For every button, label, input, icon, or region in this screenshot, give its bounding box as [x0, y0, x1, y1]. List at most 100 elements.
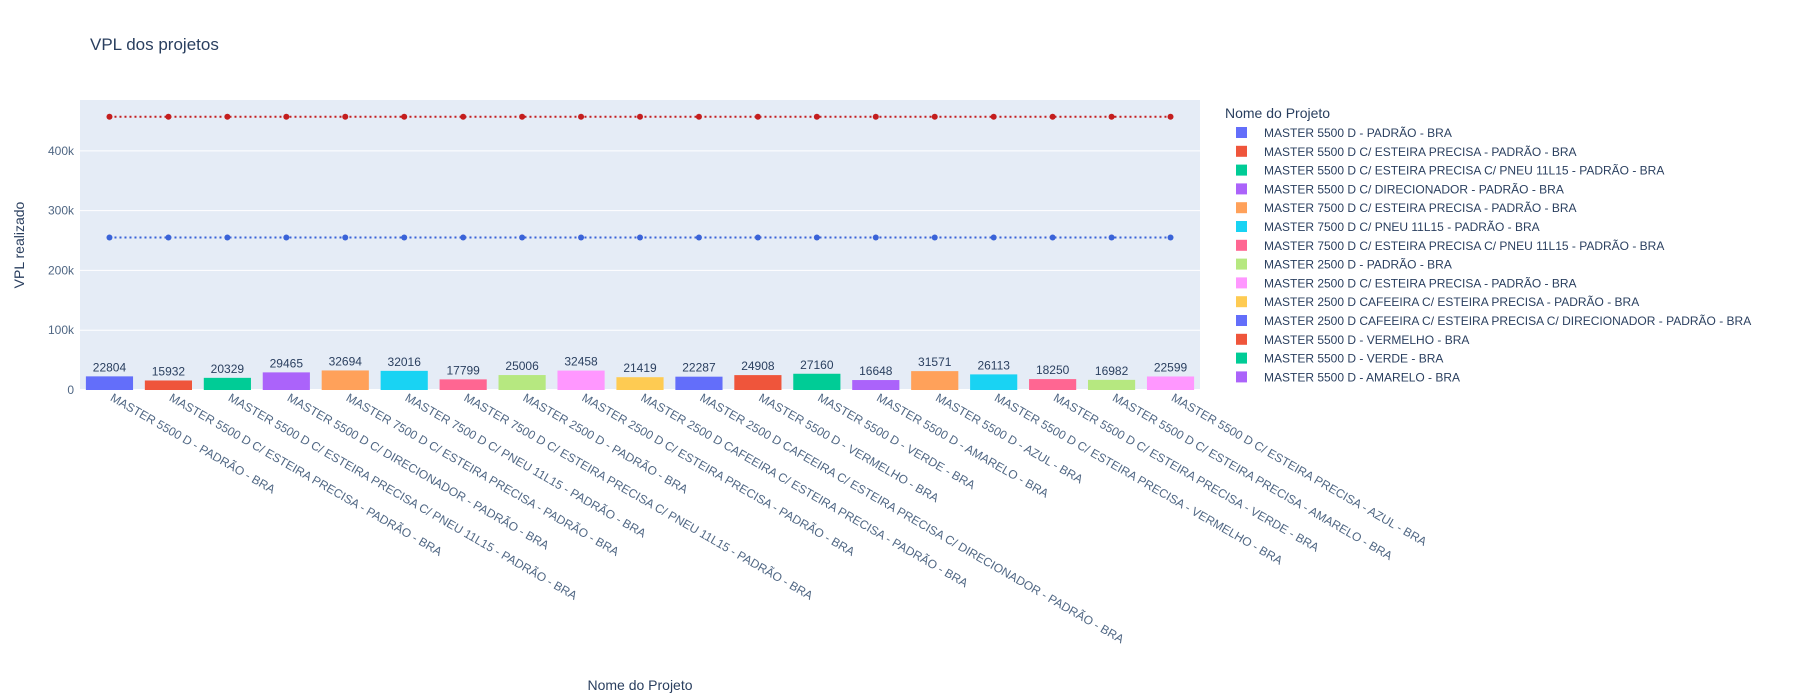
series-point [814, 235, 820, 241]
legend-item: MASTER 2500 D CAFEEIRA C/ ESTEIRA PRECIS… [1236, 314, 1751, 328]
series-point [224, 235, 230, 241]
y-tick-label: 300k [48, 204, 75, 218]
legend-label: MASTER 5500 D - PADRÃO - BRA [1264, 126, 1452, 140]
series-point [1050, 235, 1056, 241]
series-point [106, 235, 112, 241]
series-point [755, 235, 761, 241]
series-point [873, 114, 879, 120]
series-point [578, 235, 584, 241]
legend-label: MASTER 5500 D - AMARELO - BRA [1264, 370, 1460, 384]
legend-swatch [1236, 221, 1247, 232]
legend-item: MASTER 5500 D C/ ESTEIRA PRECISA C/ PNEU… [1236, 164, 1664, 178]
series-point [755, 114, 761, 120]
data-label: 22287 [682, 361, 716, 375]
data-label: 22599 [1154, 360, 1188, 374]
bar [1029, 379, 1076, 390]
bar [1147, 376, 1194, 390]
legend-swatch [1236, 296, 1247, 307]
bar [675, 377, 722, 390]
legend-label: MASTER 5500 D C/ ESTEIRA PRECISA - PADRÃ… [1264, 145, 1577, 159]
series-point [814, 114, 820, 120]
x-tick-label: MASTER 5500 D C/ ESTEIRA PRECISA - PADRÃ… [167, 390, 445, 558]
y-tick-label: 200k [48, 263, 75, 277]
series-point [637, 114, 643, 120]
y-tick-label: 0 [67, 383, 74, 397]
series-point [578, 114, 584, 120]
series-point [519, 114, 525, 120]
legend-item: MASTER 5500 D C/ DIRECIONADOR - PADRÃO -… [1236, 182, 1564, 196]
series-point [696, 114, 702, 120]
y-axis-title: VPL realizado [11, 201, 27, 288]
chart-title: VPL dos projetos [90, 35, 219, 54]
legend-label: MASTER 2500 D C/ ESTEIRA PRECISA - PADRÃ… [1264, 276, 1577, 290]
series-point [106, 114, 112, 120]
series-point [460, 114, 466, 120]
bar [86, 376, 133, 390]
series-point [932, 114, 938, 120]
legend-item: MASTER 5500 D - AMARELO - BRA [1236, 370, 1460, 384]
legend-label: MASTER 7500 D C/ PNEU 11L15 - PADRÃO - B… [1264, 220, 1540, 234]
legend-label: MASTER 2500 D - PADRÃO - BRA [1264, 258, 1452, 272]
series-point [991, 235, 997, 241]
legend-item: MASTER 2500 D C/ ESTEIRA PRECISA - PADRÃ… [1236, 276, 1577, 290]
x-tick-label: MASTER 5500 D C/ ESTEIRA PRECISA - VERDE… [1051, 390, 1321, 554]
bar [852, 380, 899, 390]
legend-label: MASTER 5500 D C/ ESTEIRA PRECISA C/ PNEU… [1264, 164, 1664, 178]
bar [204, 378, 251, 390]
series-point [165, 235, 171, 241]
legend-label: MASTER 2500 D CAFEEIRA C/ ESTEIRA PRECIS… [1264, 295, 1639, 309]
bar [734, 375, 781, 390]
series-point [283, 114, 289, 120]
legend-item: MASTER 7500 D C/ ESTEIRA PRECISA - PADRÃ… [1236, 201, 1577, 215]
y-tick-label: 100k [48, 323, 75, 337]
legend-swatch [1236, 353, 1247, 364]
x-axis-title: Nome do Projeto [587, 677, 692, 693]
legend-swatch [1236, 183, 1247, 194]
data-label: 31571 [918, 355, 952, 369]
series-point [932, 235, 938, 241]
legend: MASTER 5500 D - PADRÃO - BRA MASTER 5500 … [1236, 126, 1751, 384]
legend-swatch [1236, 315, 1247, 326]
legend-swatch [1236, 334, 1247, 345]
data-label: 25006 [505, 359, 539, 373]
bar [440, 379, 487, 390]
series-point [283, 235, 289, 241]
legend-item: MASTER 5500 D - PADRÃO - BRA [1236, 126, 1452, 140]
y-axis-ticks: 0 100k 200k 300k 400k [48, 144, 75, 397]
series-point [1168, 114, 1174, 120]
bar [381, 371, 428, 390]
bar [145, 380, 192, 390]
series-point [637, 235, 643, 241]
legend-title: Nome do Projeto [1225, 105, 1330, 121]
legend-item: MASTER 2500 D CAFEEIRA C/ ESTEIRA PRECIS… [1236, 295, 1639, 309]
data-label: 32458 [564, 355, 598, 369]
legend-swatch [1236, 240, 1247, 251]
legend-swatch [1236, 127, 1247, 138]
bar [1088, 380, 1135, 390]
legend-item: MASTER 2500 D - PADRÃO - BRA [1236, 258, 1452, 272]
legend-label: MASTER 2500 D CAFEEIRA C/ ESTEIRA PRECIS… [1264, 314, 1751, 328]
data-label: 24908 [741, 359, 775, 373]
data-label: 29465 [270, 356, 304, 370]
plot-background [80, 100, 1200, 390]
data-label: 16982 [1095, 364, 1129, 378]
y-tick-label: 400k [48, 144, 75, 158]
legend-item: MASTER 7500 D C/ PNEU 11L15 - PADRÃO - B… [1236, 220, 1540, 234]
series-point [1109, 114, 1115, 120]
series-point [696, 235, 702, 241]
series-point [401, 114, 407, 120]
series-point [991, 114, 997, 120]
series-point [342, 235, 348, 241]
bar [970, 374, 1017, 390]
data-label: 15932 [152, 364, 186, 378]
series-point [165, 114, 171, 120]
series-point [1109, 235, 1115, 241]
series-point [224, 114, 230, 120]
legend-item: MASTER 5500 D - VERDE - BRA [1236, 352, 1443, 366]
legend-swatch [1236, 202, 1247, 213]
legend-label: MASTER 5500 D - VERMELHO - BRA [1264, 333, 1469, 347]
data-label: 18250 [1036, 363, 1070, 377]
data-label: 27160 [800, 358, 834, 372]
legend-swatch [1236, 259, 1247, 270]
